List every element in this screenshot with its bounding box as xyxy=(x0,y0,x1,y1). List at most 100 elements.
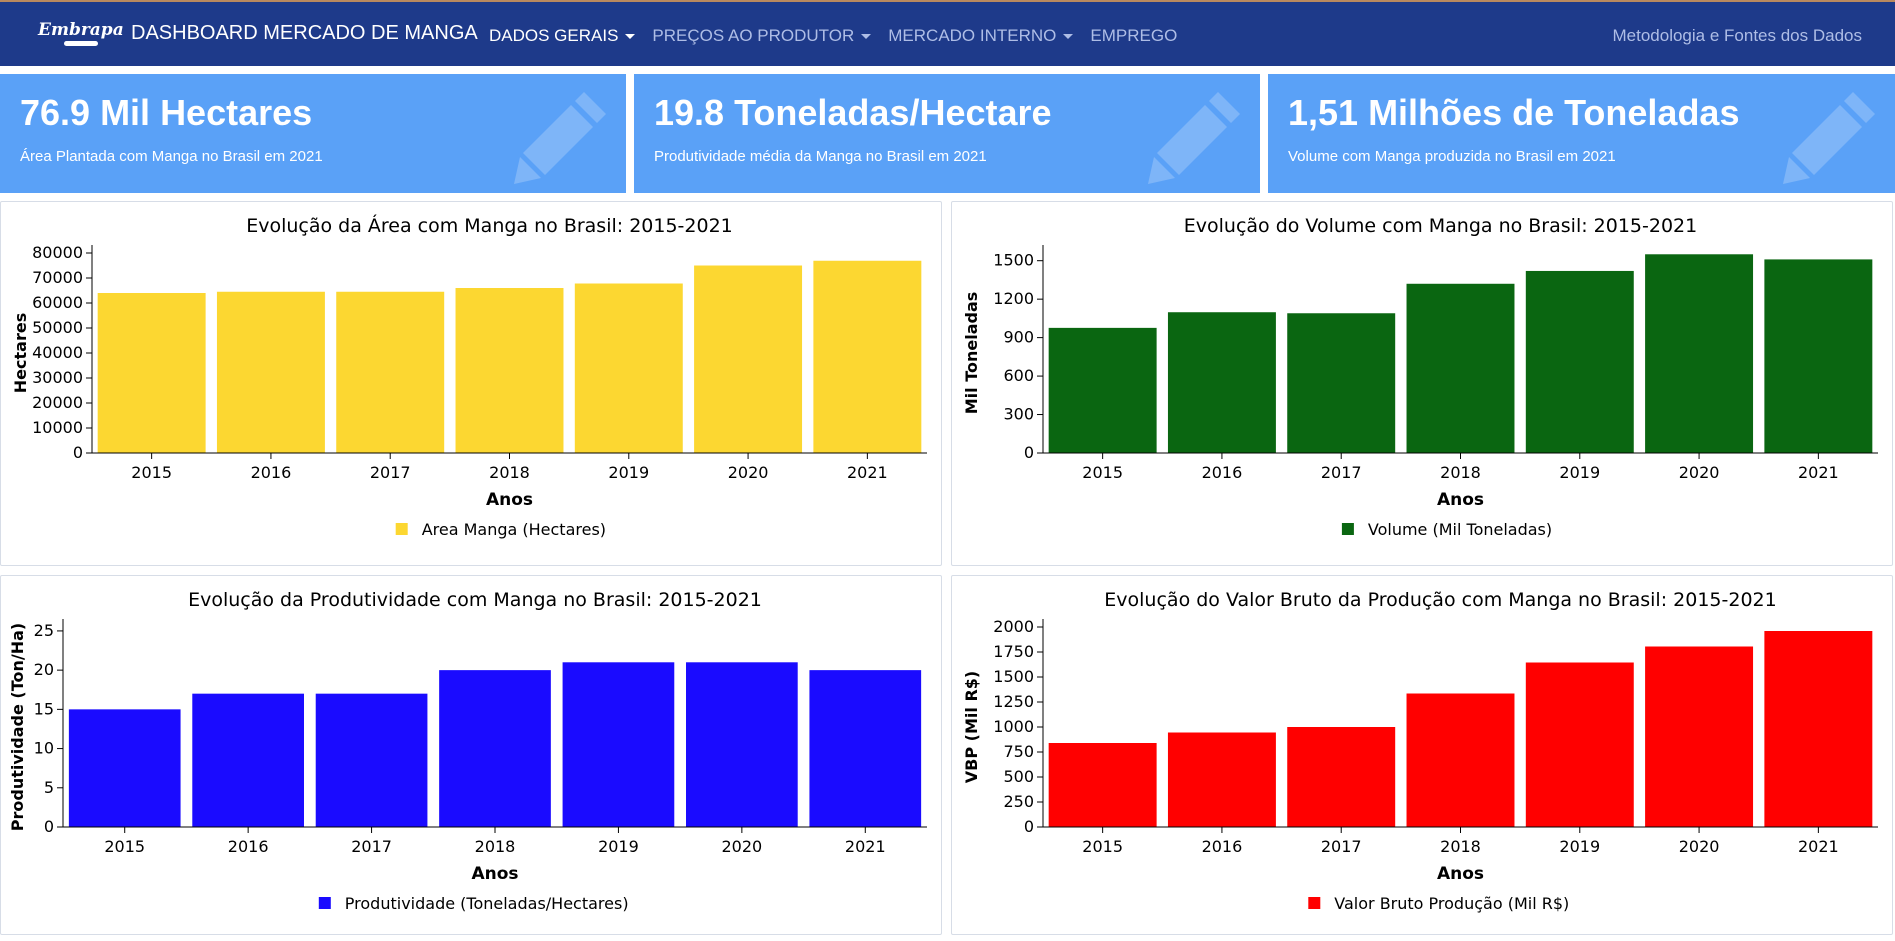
y-tick-label: 0 xyxy=(44,817,54,836)
bar-2015 xyxy=(97,293,206,453)
legend-swatch xyxy=(395,523,408,535)
menu-item-dados-gerais[interactable]: DADOS GERAIS xyxy=(489,26,636,46)
logo-text: Embrapa xyxy=(38,20,124,40)
x-tick-label: 2016 xyxy=(251,463,292,482)
vbp-bar-chart: Evolução do Valor Bruto da Produção com … xyxy=(962,589,1878,913)
y-tick-label: 0 xyxy=(73,443,83,462)
chevron-down-icon xyxy=(625,33,636,39)
legend-swatch xyxy=(318,897,331,909)
x-tick-label: 2019 xyxy=(598,837,639,856)
x-tick-label: 2019 xyxy=(1559,463,1600,482)
kpi-description: Produtividade média da Manga no Brasil e… xyxy=(654,148,987,165)
bar-2017 xyxy=(336,291,445,453)
chart-panel-area: Evolução da Área com Manga no Brasil: 20… xyxy=(0,201,942,566)
menu-label: EMPREGO xyxy=(1090,26,1178,45)
x-tick-label: 2015 xyxy=(1082,463,1123,482)
volume-bar-chart: Evolução do Volume com Manga no Brasil: … xyxy=(962,215,1878,539)
bar-2015 xyxy=(1048,327,1157,453)
chart-panel-vbp: Evolução do Valor Bruto da Produção com … xyxy=(951,575,1893,935)
kpi-card-produtividade: 19.8 Toneladas/Hectare Produtividade méd… xyxy=(634,74,1260,193)
y-axis-label: Hectares xyxy=(11,313,30,393)
menu-label: MERCADO INTERNO xyxy=(888,26,1057,45)
x-tick-label: 2021 xyxy=(1798,463,1839,482)
bar-2020 xyxy=(694,265,803,453)
embrapa-logo[interactable]: Embrapa xyxy=(38,20,124,48)
x-tick-label: 2016 xyxy=(228,837,269,856)
y-tick-label: 80000 xyxy=(32,243,83,262)
y-tick-label: 300 xyxy=(1003,405,1034,424)
bar-2018 xyxy=(1406,693,1515,827)
y-axis-label: Mil Toneladas xyxy=(962,292,981,415)
menu-item-precos-ao-produtor[interactable]: PREÇOS AO PRODUTOR xyxy=(652,26,872,46)
y-tick-label: 20000 xyxy=(32,393,83,412)
y-tick-label: 1750 xyxy=(993,642,1034,661)
x-tick-label: 2021 xyxy=(847,463,888,482)
kpi-value: 19.8 Toneladas/Hectare xyxy=(654,92,1052,133)
x-axis-label: Anos xyxy=(486,490,533,510)
x-axis-label: Anos xyxy=(471,864,518,884)
x-tick-label: 2020 xyxy=(1679,837,1720,856)
y-tick-label: 0 xyxy=(1024,443,1034,462)
y-tick-label: 70000 xyxy=(32,268,83,287)
y-tick-label: 500 xyxy=(1003,767,1034,786)
chart-title: Evolução do Volume com Manga no Brasil: … xyxy=(1184,215,1697,237)
chart-title: Evolução da Área com Manga no Brasil: 20… xyxy=(246,214,733,237)
bar-2018 xyxy=(1406,283,1515,453)
x-tick-label: 2015 xyxy=(131,463,172,482)
x-axis-label: Anos xyxy=(1437,490,1484,510)
y-tick-label: 600 xyxy=(1003,366,1034,385)
bar-2017 xyxy=(315,693,428,827)
y-tick-label: 1500 xyxy=(993,667,1034,686)
y-tick-label: 0 xyxy=(1024,817,1034,836)
menu-label: PREÇOS AO PRODUTOR xyxy=(652,26,855,45)
y-tick-label: 1000 xyxy=(993,717,1034,736)
bar-2016 xyxy=(1167,732,1276,827)
bar-2020 xyxy=(686,662,798,827)
bar-2019 xyxy=(1525,270,1634,453)
bar-2016 xyxy=(1167,312,1276,453)
pencil-icon xyxy=(1783,92,1875,184)
x-tick-label: 2015 xyxy=(1082,837,1123,856)
y-tick-label: 10 xyxy=(34,739,54,758)
x-tick-label: 2018 xyxy=(475,837,516,856)
bar-2021 xyxy=(1764,259,1873,453)
chart-panel-volume: Evolução do Volume com Manga no Brasil: … xyxy=(951,201,1893,566)
chevron-down-icon xyxy=(1063,33,1074,39)
bar-2017 xyxy=(1287,313,1396,453)
menu-item-mercado-interno[interactable]: MERCADO INTERNO xyxy=(888,26,1074,46)
x-tick-label: 2020 xyxy=(1679,463,1720,482)
legend-swatch xyxy=(1308,897,1321,909)
dashboard-title[interactable]: DASHBOARD MERCADO DE MANGA xyxy=(131,22,478,44)
kpi-value: 76.9 Mil Hectares xyxy=(20,92,313,133)
chart-title: Evolução do Valor Bruto da Produção com … xyxy=(1104,589,1776,611)
x-tick-label: 2017 xyxy=(370,463,411,482)
metodologia-link[interactable]: Metodologia e Fontes dos Dados xyxy=(1612,26,1863,45)
x-tick-label: 2017 xyxy=(1321,837,1362,856)
x-tick-label: 2018 xyxy=(1440,837,1481,856)
kpi-value: 1,51 Milhões de Toneladas xyxy=(1288,92,1740,133)
x-tick-label: 2017 xyxy=(351,837,392,856)
bar-2017 xyxy=(1287,727,1396,827)
chart-title: Evolução da Produtividade com Manga no B… xyxy=(188,589,762,611)
bar-2016 xyxy=(216,291,325,453)
bar-2016 xyxy=(192,693,304,827)
y-tick-label: 60000 xyxy=(32,293,83,312)
logo-wave-icon xyxy=(64,41,98,46)
pencil-icon xyxy=(514,92,606,184)
chart-panel-produtividade: Evolução da Produtividade com Manga no B… xyxy=(0,575,942,935)
y-tick-label: 2000 xyxy=(993,617,1034,636)
bar-2018 xyxy=(439,670,551,827)
menu-item-emprego[interactable]: EMPREGO xyxy=(1090,26,1177,46)
bar-2019 xyxy=(574,283,683,453)
legend-volume-mil-toneladas: Volume (Mil Toneladas) xyxy=(1368,520,1552,539)
bar-2015 xyxy=(68,709,181,827)
x-tick-label: 2015 xyxy=(104,837,145,856)
x-tick-label: 2018 xyxy=(489,463,530,482)
x-tick-label: 2021 xyxy=(1798,837,1839,856)
y-tick-label: 1250 xyxy=(993,692,1034,711)
y-axis-label: Produtividade (Ton/Ha) xyxy=(8,623,27,831)
bar-2020 xyxy=(1645,254,1754,453)
bar-2021 xyxy=(809,670,922,827)
legend-produtividade-toneladas-hectares: Produtividade (Toneladas/Hectares) xyxy=(345,894,629,913)
x-tick-label: 2021 xyxy=(845,837,886,856)
